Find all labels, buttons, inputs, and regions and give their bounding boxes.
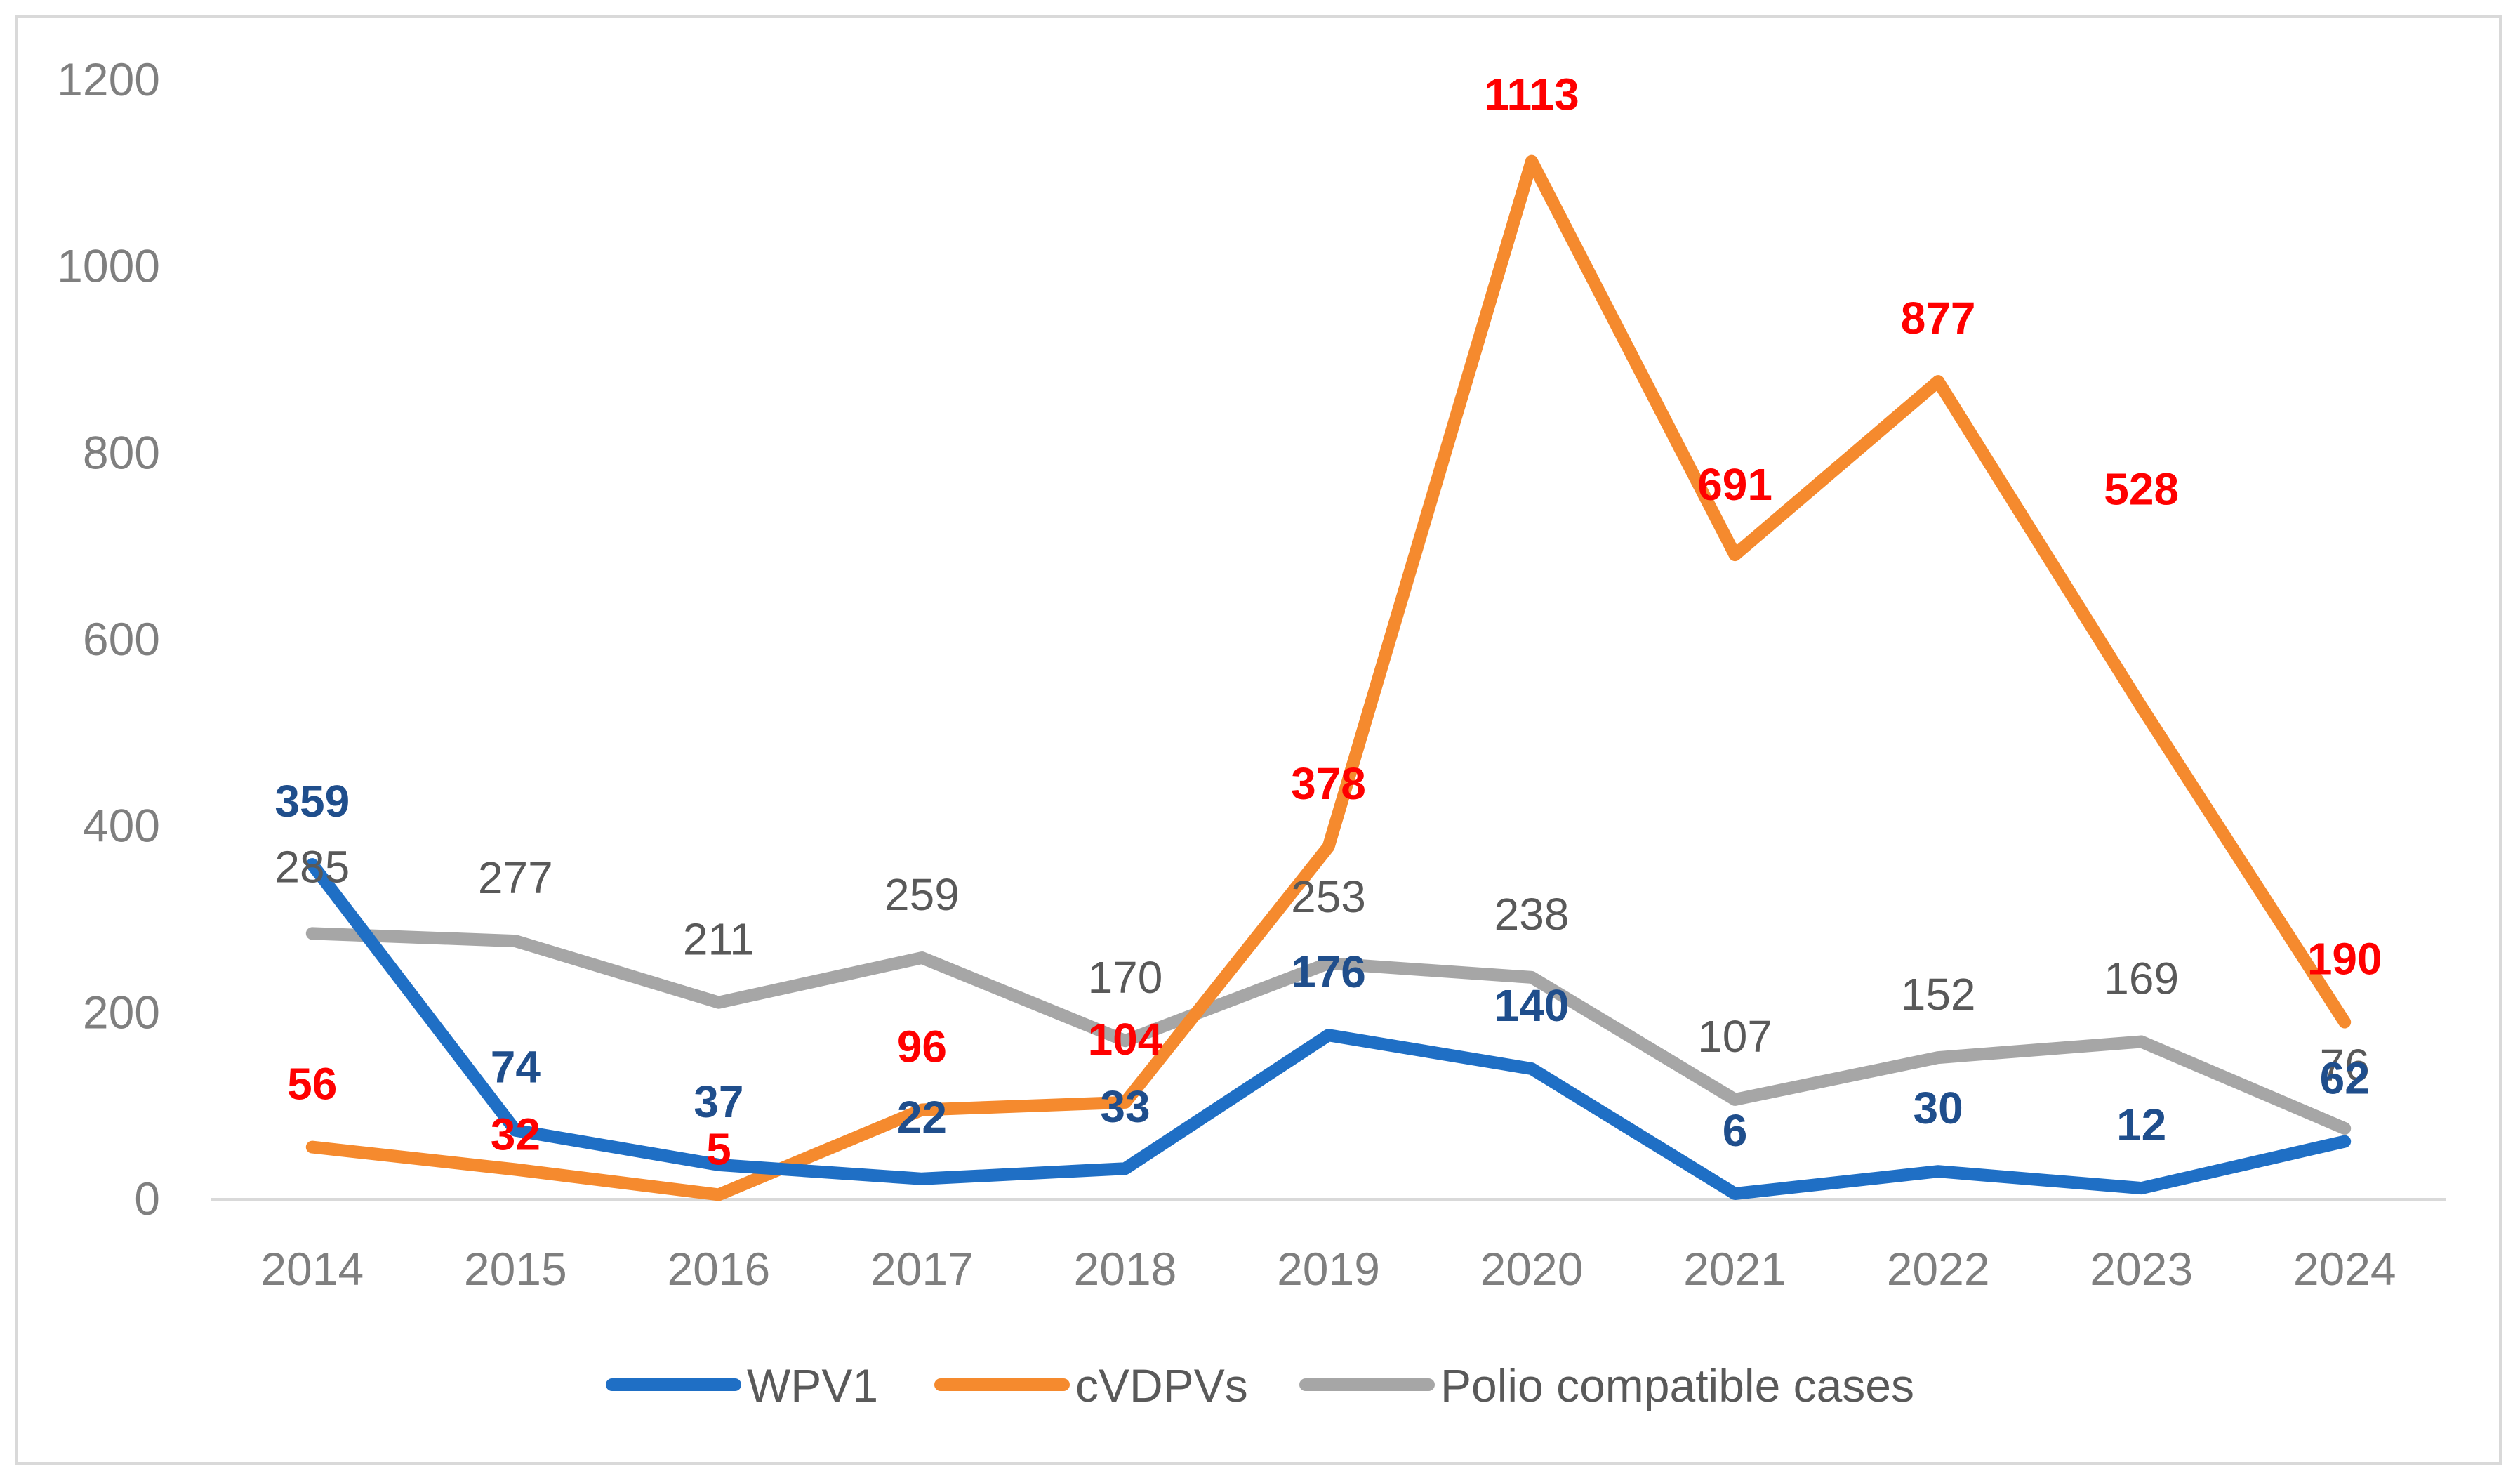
series-line-polio-compatible-cases bbox=[305, 927, 2352, 1135]
legend-label-cvdpvs: cVDPVs bbox=[1075, 1359, 1248, 1411]
data-label-cvdpvs: 1113 bbox=[1484, 70, 1579, 120]
legend: WPV1 cVDPVs Polio compatible cases bbox=[606, 1359, 1914, 1411]
data-label-cvdpvs: 528 bbox=[2104, 464, 2179, 515]
data-label-polio-compatible-cases: 285 bbox=[274, 841, 350, 892]
data-label-wpv1: 30 bbox=[1914, 1083, 1963, 1133]
data-label-polio-compatible-cases: 253 bbox=[1291, 871, 1366, 922]
data-label-cvdpvs: 96 bbox=[897, 1021, 947, 1072]
y-tick-label: 400 bbox=[83, 800, 160, 852]
data-label-wpv1: 359 bbox=[274, 776, 350, 826]
y-tick-label: 600 bbox=[83, 613, 160, 665]
series-line-cvdpvs bbox=[305, 154, 2352, 1201]
x-tick-label: 2021 bbox=[1683, 1243, 1786, 1295]
data-label-cvdpvs: 56 bbox=[287, 1059, 337, 1109]
x-tick-label: 2018 bbox=[1074, 1243, 1177, 1295]
data-label-wpv1: 176 bbox=[1291, 947, 1366, 997]
x-tick-label: 2017 bbox=[870, 1243, 974, 1295]
data-label-wpv1: 74 bbox=[491, 1042, 541, 1093]
data-label-polio-compatible-cases: 238 bbox=[1494, 889, 1570, 940]
data-label-wpv1: 12 bbox=[2116, 1100, 2166, 1150]
data-label-polio-compatible-cases: 211 bbox=[683, 914, 755, 965]
series-line-wpv1 bbox=[305, 858, 2352, 1200]
legend-label-wpv1: WPV1 bbox=[747, 1359, 878, 1411]
data-label-wpv1: 37 bbox=[694, 1076, 743, 1127]
data-label-cvdpvs: 32 bbox=[491, 1109, 541, 1159]
data-label-cvdpvs: 190 bbox=[2307, 934, 2382, 984]
data-label-polio-compatible-cases: 107 bbox=[1697, 1011, 1772, 1062]
x-tick-label: 2016 bbox=[667, 1243, 770, 1295]
x-tick-label: 2024 bbox=[2293, 1243, 2396, 1295]
x-tick-label: 2022 bbox=[1887, 1243, 1990, 1295]
data-label-wpv1: 33 bbox=[1100, 1081, 1150, 1132]
data-label-wpv1: 62 bbox=[2320, 1053, 2370, 1104]
data-label-wpv1: 6 bbox=[1723, 1105, 1748, 1156]
data-label-wpv1: 140 bbox=[1494, 980, 1570, 1031]
data-label-polio-compatible-cases: 170 bbox=[1088, 952, 1163, 1003]
chart-frame bbox=[15, 15, 2502, 1465]
x-tick-label: 2019 bbox=[1277, 1243, 1380, 1295]
data-label-cvdpvs: 691 bbox=[1697, 459, 1772, 510]
y-tick-label: 800 bbox=[83, 426, 160, 478]
data-label-polio-compatible-cases: 169 bbox=[2104, 954, 2179, 1004]
legend-label-polio-compatible-cases: Polio compatible cases bbox=[1440, 1359, 1914, 1411]
data-label-polio-compatible-cases: 277 bbox=[478, 852, 553, 903]
data-label-cvdpvs: 104 bbox=[1088, 1014, 1163, 1065]
data-label-polio-compatible-cases: 259 bbox=[884, 869, 960, 920]
x-tick-label: 2015 bbox=[464, 1243, 567, 1295]
data-label-cvdpvs: 877 bbox=[1901, 293, 1976, 343]
y-tick-label: 1200 bbox=[57, 53, 160, 105]
y-tick-label: 0 bbox=[134, 1173, 160, 1225]
data-label-cvdpvs: 378 bbox=[1291, 758, 1366, 809]
data-label-polio-compatible-cases: 76 bbox=[2320, 1040, 2370, 1090]
x-tick-label: 2014 bbox=[260, 1243, 364, 1295]
y-tick-label: 200 bbox=[83, 986, 160, 1038]
x-axis-tick-labels: 2014 2015 2016 2017 2018 2019 2020 2021 2022 2023… bbox=[260, 1243, 2396, 1295]
series-lines bbox=[305, 154, 2352, 1201]
x-tick-label: 2020 bbox=[1480, 1243, 1584, 1295]
data-label-cvdpvs: 5 bbox=[706, 1123, 731, 1174]
data-label-wpv1: 22 bbox=[897, 1092, 947, 1142]
y-tick-label: 1000 bbox=[57, 240, 160, 292]
data-labels: 285 277 211 259 170 253 238 107 152 169 76 56 32 5 96 1… bbox=[274, 70, 2382, 1175]
y-axis-tick-labels: 0 200 400 600 800 1000 1200 bbox=[57, 53, 160, 1225]
data-label-polio-compatible-cases: 152 bbox=[1901, 969, 1976, 1020]
x-tick-label: 2023 bbox=[2090, 1243, 2193, 1295]
